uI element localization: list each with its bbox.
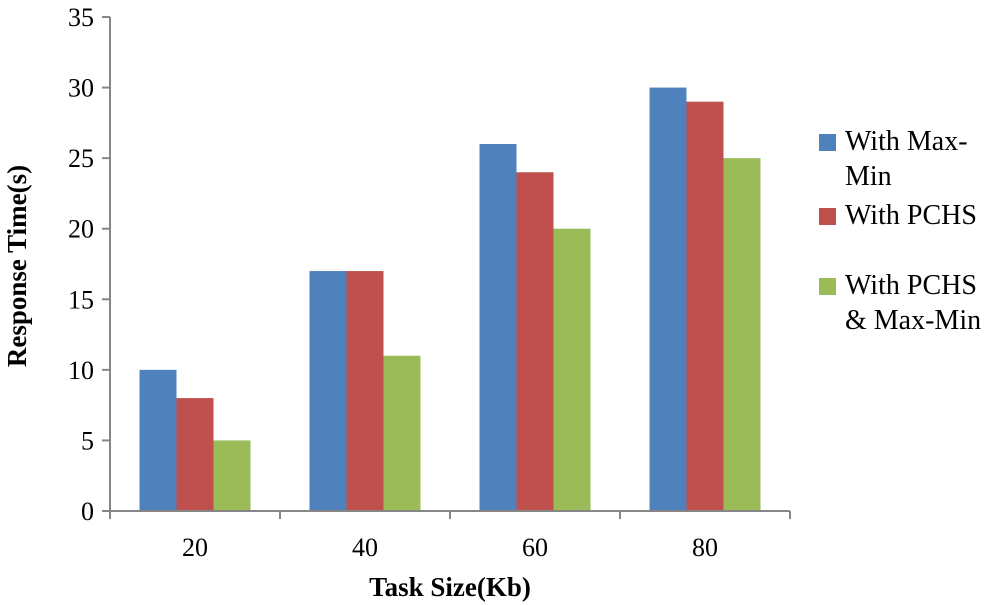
bars (139, 87, 761, 512)
y-axis-ticks: 0 5 10 15 20 25 30 35 (68, 3, 110, 526)
legend-swatch-series-1 (819, 134, 836, 151)
legend-label-series-1: Min (845, 161, 892, 192)
bar-20-series-2 (176, 398, 214, 511)
x-axis-ticks: 20 40 60 80 (109, 511, 791, 562)
legend: With Max- Min With PCHS With PCHS & Max-Min (819, 126, 981, 336)
y-tick-label: 5 (81, 426, 94, 455)
x-tick-label: 40 (352, 533, 378, 562)
y-tick-label: 30 (68, 74, 94, 103)
legend-label-series-3: & Max-Min (845, 305, 981, 336)
y-tick-label: 35 (68, 3, 94, 32)
bar-20-series-1 (139, 369, 177, 511)
legend-label-series-1: With Max- (845, 126, 968, 157)
bar-80-series-3 (723, 158, 761, 511)
x-tick-label: 60 (522, 533, 548, 562)
bar-40-series-1 (309, 271, 347, 511)
legend-swatch-series-2 (819, 208, 836, 225)
x-axis-title: Task Size(Kb) (369, 572, 531, 602)
y-tick-label: 25 (68, 144, 94, 173)
x-tick-label: 20 (182, 533, 208, 562)
y-tick-label: 10 (68, 356, 94, 385)
legend-label-series-3: With PCHS (845, 270, 977, 301)
bar-40-series-3 (383, 355, 421, 511)
legend-label-series-2: With PCHS (845, 200, 977, 231)
y-tick-label: 15 (68, 285, 94, 314)
bar-20-series-3 (213, 440, 251, 511)
bar-80-series-1 (649, 87, 687, 512)
bar-60-series-2 (516, 172, 554, 511)
bar-60-series-3 (553, 228, 591, 511)
y-tick-label: 0 (81, 497, 94, 526)
bar-40-series-2 (346, 271, 384, 511)
x-tick-label: 80 (692, 533, 718, 562)
y-tick-label: 20 (68, 215, 94, 244)
bar-80-series-2 (686, 101, 724, 511)
y-axis-title: Response Time(s) (2, 165, 32, 367)
legend-swatch-series-3 (819, 278, 836, 295)
bar-60-series-1 (479, 144, 517, 511)
